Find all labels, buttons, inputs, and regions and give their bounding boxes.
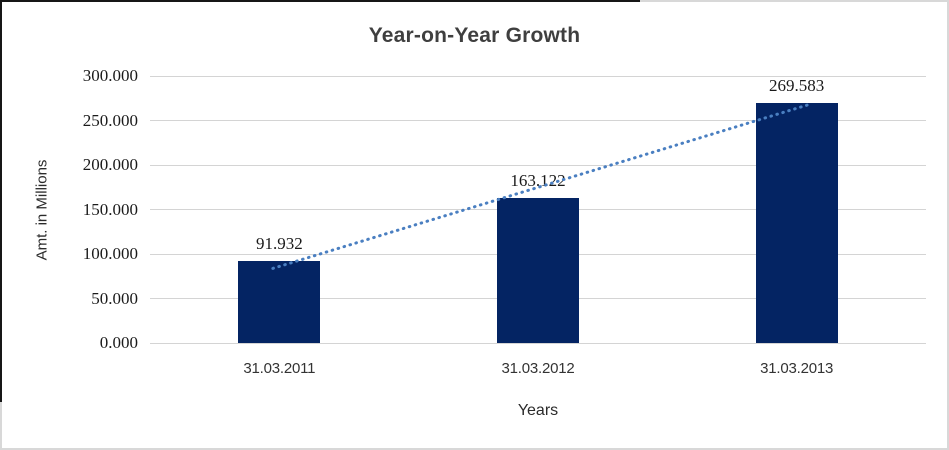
y-tick-label: 150.000: [82, 199, 138, 219]
y-tick-label: 200.000: [82, 155, 138, 174]
bar-31.03.2012: [497, 197, 579, 343]
chart-title: Year-on-Year Growth: [368, 24, 581, 47]
trendline: [271, 102, 812, 270]
frame-border-bottom: [0, 448, 949, 450]
data-label: 91.932: [255, 234, 303, 254]
frame-border-right: [947, 0, 949, 450]
gridline: [150, 120, 926, 121]
x-tick-label: 31.03.2013: [760, 360, 834, 377]
y-tick-label: 50.000: [91, 288, 138, 308]
frame-border-top-dark: [0, 0, 640, 2]
y-tick-label: 100.000: [82, 244, 138, 263]
plot-area: 91.932 163.122 269.583: [150, 75, 926, 344]
gridline: [150, 164, 926, 166]
gridline: [150, 342, 926, 344]
data-label: 269.583: [769, 76, 825, 96]
data-label: 163.122: [510, 170, 566, 190]
y-tick-label: 300.000: [82, 66, 138, 85]
bar-31.03.2011: [238, 261, 321, 343]
x-axis-title: Years: [517, 402, 559, 419]
gridline: [150, 75, 926, 77]
frame-border-left-dark: [0, 0, 2, 402]
y-tick-label: 250.000: [82, 110, 138, 130]
y-tick-label: 0.000: [99, 333, 138, 352]
x-tick-label: 31.03.2011: [243, 360, 316, 377]
bar-31.03.2013: [755, 103, 838, 343]
x-tick-label: 31.03.2012: [501, 360, 575, 377]
